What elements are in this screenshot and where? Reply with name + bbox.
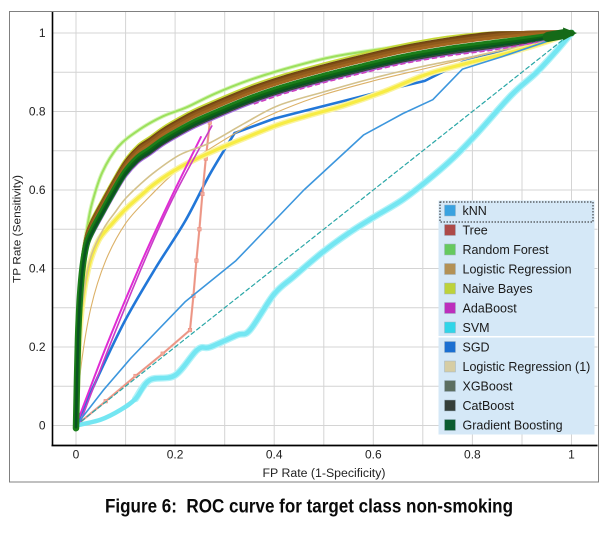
- svg-text:Gradient Boosting: Gradient Boosting: [463, 419, 563, 433]
- svg-text:CatBoost: CatBoost: [463, 399, 515, 413]
- svg-text:0.2: 0.2: [167, 448, 184, 462]
- svg-text:0.4: 0.4: [266, 448, 283, 462]
- svg-text:0: 0: [39, 419, 46, 433]
- svg-text:1: 1: [39, 26, 46, 40]
- svg-text:FP Rate (1-Specificity): FP Rate (1-Specificity): [263, 468, 386, 480]
- svg-text:Tree: Tree: [463, 224, 488, 238]
- svg-text:Random Forest: Random Forest: [463, 243, 550, 257]
- svg-text:0.2: 0.2: [29, 340, 46, 354]
- svg-text:Logistic Regression (1): Logistic Regression (1): [463, 360, 591, 374]
- svg-text:Figure 6: ROC curve for targe: Figure 6: ROC curve for target class non…: [105, 497, 513, 518]
- svg-text:0.4: 0.4: [29, 262, 46, 276]
- svg-text:kNN: kNN: [463, 204, 487, 218]
- svg-text:AdaBoost: AdaBoost: [463, 302, 518, 316]
- svg-text:1: 1: [568, 448, 575, 462]
- svg-text:SGD: SGD: [463, 341, 490, 355]
- svg-text:TP Rate (Sensitivity): TP Rate (Sensitivity): [12, 175, 24, 283]
- svg-text:0.6: 0.6: [29, 183, 46, 197]
- svg-text:Naive Bayes: Naive Bayes: [463, 282, 533, 296]
- svg-text:0: 0: [73, 448, 80, 462]
- svg-text:SVM: SVM: [463, 321, 490, 335]
- svg-text:Logistic Regression: Logistic Regression: [463, 263, 572, 277]
- svg-text:0.8: 0.8: [464, 448, 481, 462]
- svg-text:0.8: 0.8: [29, 105, 46, 119]
- svg-text:0.6: 0.6: [365, 448, 382, 462]
- svg-text:XGBoost: XGBoost: [463, 380, 514, 394]
